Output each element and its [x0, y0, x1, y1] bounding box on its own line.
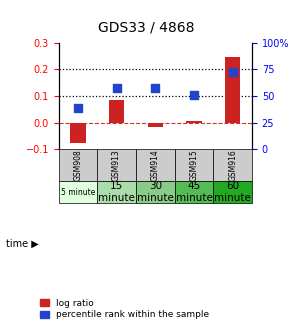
- FancyBboxPatch shape: [213, 149, 252, 181]
- FancyBboxPatch shape: [97, 181, 136, 203]
- Text: 30
minute: 30 minute: [137, 181, 174, 203]
- FancyBboxPatch shape: [175, 149, 213, 181]
- Point: [230, 69, 235, 75]
- FancyBboxPatch shape: [175, 181, 213, 203]
- Bar: [186, 121, 202, 123]
- Text: 45
minute: 45 minute: [176, 181, 212, 203]
- Text: 5 minute: 5 minute: [61, 188, 95, 197]
- Text: GSM908: GSM908: [74, 149, 82, 181]
- Text: GSM916: GSM916: [228, 149, 237, 181]
- Bar: [70, 123, 86, 143]
- Point: [76, 105, 80, 111]
- FancyBboxPatch shape: [59, 181, 97, 203]
- Text: GSM915: GSM915: [190, 149, 198, 181]
- Text: time ▶: time ▶: [6, 239, 39, 249]
- Text: GSM914: GSM914: [151, 149, 160, 181]
- FancyBboxPatch shape: [97, 149, 136, 181]
- Bar: [148, 123, 163, 127]
- Text: GDS33 / 4868: GDS33 / 4868: [98, 20, 195, 34]
- Text: 60
minute: 60 minute: [214, 181, 251, 203]
- Text: GSM913: GSM913: [112, 149, 121, 181]
- FancyBboxPatch shape: [213, 181, 252, 203]
- FancyBboxPatch shape: [136, 181, 175, 203]
- FancyBboxPatch shape: [136, 149, 175, 181]
- FancyBboxPatch shape: [59, 149, 97, 181]
- Point: [114, 85, 119, 91]
- Point: [153, 85, 158, 91]
- Bar: [109, 100, 124, 123]
- Point: [192, 92, 196, 97]
- Bar: [225, 57, 240, 123]
- Text: 15
minute: 15 minute: [98, 181, 135, 203]
- Legend: log ratio, percentile rank within the sample: log ratio, percentile rank within the sa…: [40, 299, 209, 319]
